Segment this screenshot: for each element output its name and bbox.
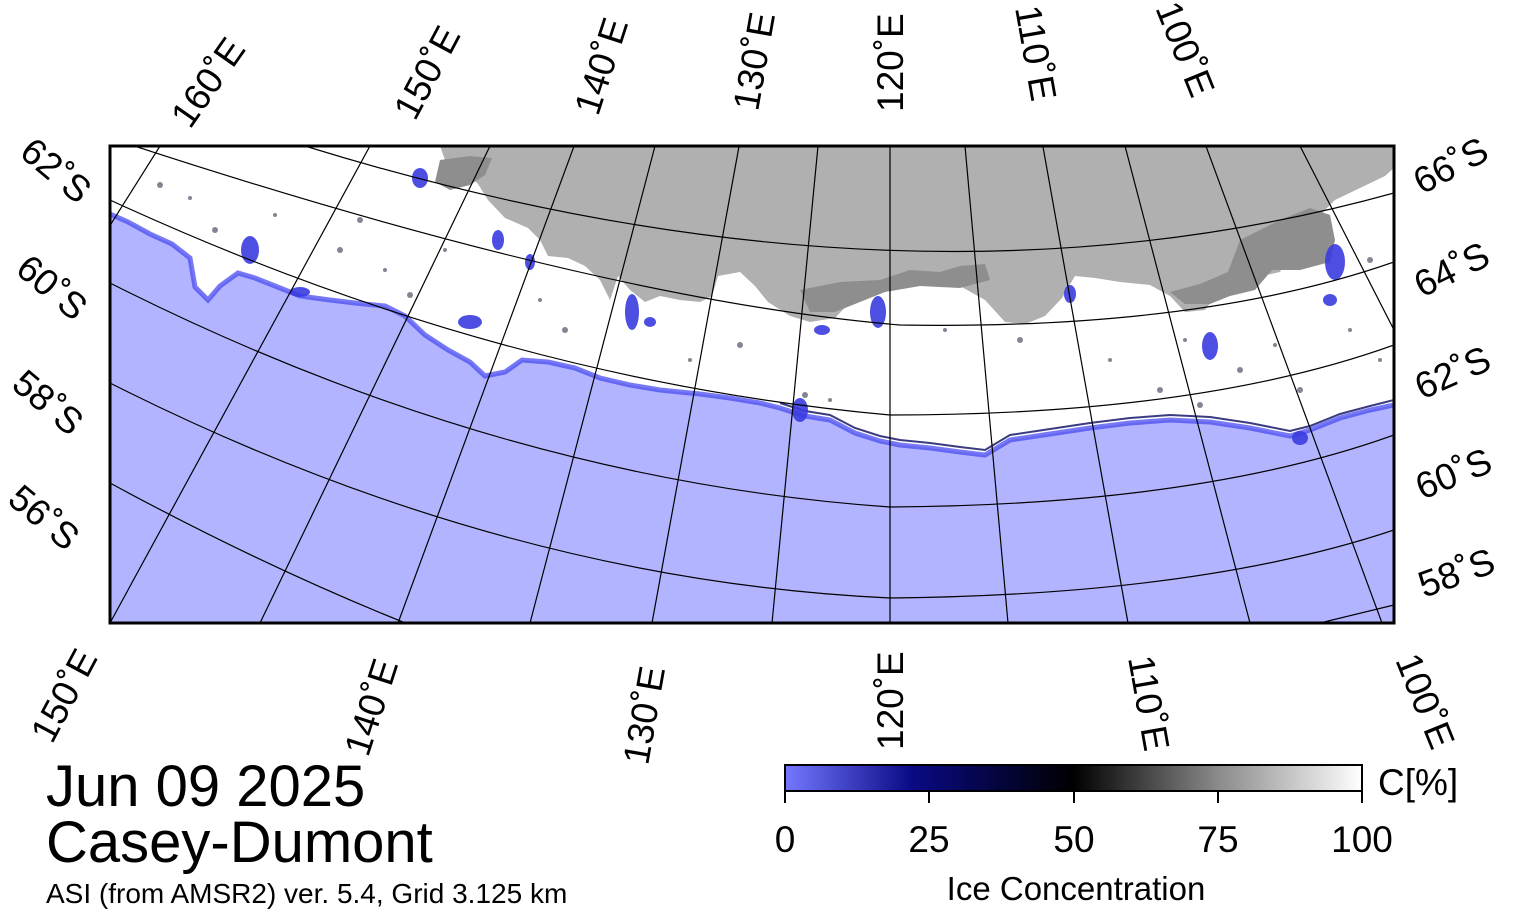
left-latitude-labels: 62˚S 60˚S 58˚S 56˚S [1, 130, 99, 559]
top-lon-label: 120˚E [870, 13, 911, 112]
bottom-lon-label: 130˚E [616, 663, 674, 767]
map-date: Jun 09 2025 [46, 754, 366, 819]
left-lat-label: 56˚S [1, 477, 87, 559]
meridian-105e [1124, 146, 1251, 623]
meridian-135e [529, 146, 656, 623]
top-lon-label: 160˚E [163, 30, 253, 134]
map-frame [108, 144, 1396, 625]
bottom-lon-label: 150˚E [23, 642, 106, 748]
left-lat-label: 62˚S [13, 130, 99, 212]
top-lon-label: 150˚E [386, 19, 469, 125]
top-lon-label: 100˚E [1148, 0, 1223, 103]
region-name: Casey-Dumont [46, 810, 433, 875]
colorbar-tick-label: 100 [1331, 819, 1393, 860]
meridian-130e [651, 146, 740, 623]
meridian-110e [1042, 146, 1129, 623]
ice-shelf-east [1170, 208, 1335, 304]
left-lat-label: 58˚S [5, 362, 91, 444]
colorbar-ticks [784, 791, 1363, 803]
right-lat-label: 66˚S [1407, 129, 1495, 202]
antarctic-land [440, 146, 1394, 324]
left-lat-label: 60˚S [9, 247, 95, 329]
right-latitude-labels: 66˚S 64˚S 62˚S 60˚S 58˚S [1407, 129, 1501, 605]
bottom-lon-label: 140˚E [337, 654, 407, 761]
parallel-56s [110, 482, 408, 623]
parallel-58s [110, 382, 1394, 599]
top-lon-label: 130˚E [726, 9, 784, 113]
parallel-62s [110, 199, 1394, 416]
right-lat-label: 62˚S [1409, 338, 1497, 407]
right-lat-label: 60˚S [1410, 440, 1498, 507]
bottom-lon-label: 110˚E [1120, 652, 1177, 754]
bottom-longitude-labels: 150˚E 140˚E 130˚E 120˚E 110˚E 100˚E [23, 642, 1463, 767]
meridian-150e [110, 146, 371, 623]
colorbar: 0 25 50 75 100 C[%] Ice Concentration [775, 762, 1458, 907]
top-lon-label: 140˚E [567, 13, 637, 120]
graticule-meridians [110, 146, 1394, 623]
colorbar-tick-label: 75 [1197, 819, 1238, 860]
ice-edge-dark [779, 399, 1394, 452]
top-lon-label: 110˚E [1007, 2, 1064, 104]
parallel-64s [132, 146, 1394, 326]
colorbar-tick-label: 0 [775, 819, 796, 860]
graticule-parallels [110, 146, 1394, 623]
parallel-60s [110, 282, 1394, 508]
parallel-54s [1319, 604, 1394, 623]
polynyas [241, 168, 1345, 445]
meridian-90e [1299, 146, 1394, 331]
right-lat-label: 64˚S [1408, 234, 1496, 305]
top-longitude-labels: 160˚E 150˚E 140˚E 130˚E 120˚E 110˚E 100˚… [163, 0, 1223, 135]
ice-texture [157, 182, 1382, 408]
meridian-115e [964, 146, 1009, 623]
bottom-lon-label: 120˚E [870, 651, 911, 750]
parallel-66s [304, 146, 1394, 253]
meridian-140e [397, 146, 575, 623]
colorbar-label: Ice Concentration [947, 870, 1206, 907]
ice-edge [110, 211, 1394, 458]
map-area [110, 146, 1394, 623]
bottom-lon-label: 100˚E [1388, 648, 1463, 755]
data-source: ASI (from AMSR2) ver. 5.4, Grid 3.125 km [46, 878, 568, 909]
colorbar-tick-label: 50 [1053, 819, 1094, 860]
meridian-125e [771, 146, 819, 623]
right-lat-label: 58˚S [1413, 540, 1500, 605]
colorbar-unit: C[%] [1378, 762, 1458, 803]
colorbar-ramp [784, 764, 1363, 792]
colorbar-tick-label: 25 [908, 819, 949, 860]
ice-shelf-central [800, 264, 990, 312]
meridian-160e [110, 146, 161, 227]
meridian-145e [259, 146, 491, 623]
meridian-100e [1205, 146, 1383, 623]
ice-shelf-west [435, 156, 492, 190]
